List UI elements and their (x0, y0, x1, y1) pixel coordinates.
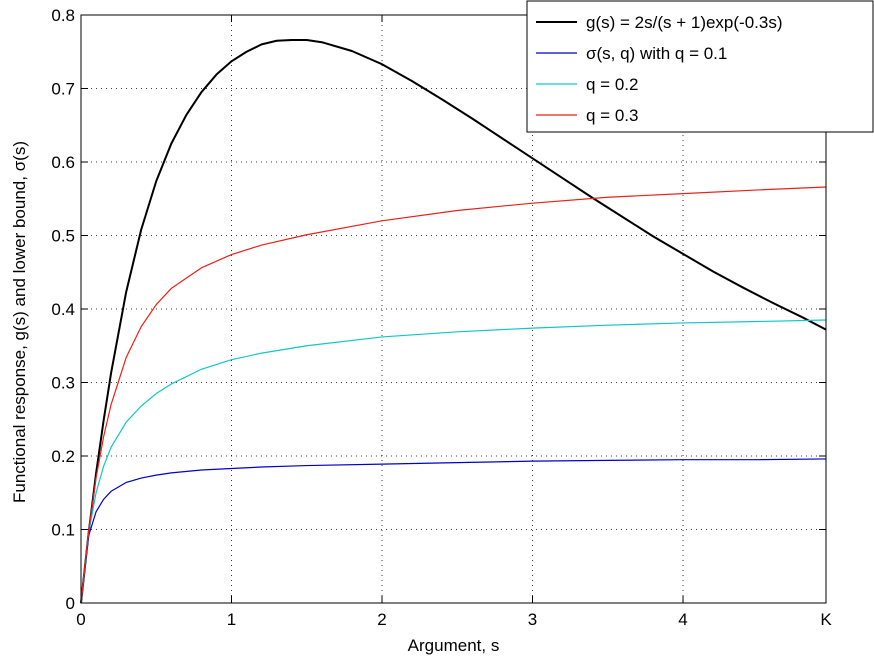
series-line-3 (80, 319, 827, 604)
series-line-4 (80, 186, 827, 604)
y-tick-label: 0.6 (51, 153, 75, 172)
x-tick-label: K (820, 610, 832, 629)
y-tick-label: 0.1 (51, 521, 75, 540)
y-tick-label: 0.2 (51, 447, 75, 466)
legend-label-3: q = 0.2 (586, 75, 638, 94)
x-tick-label: 2 (377, 610, 386, 629)
series-line-1 (80, 38, 827, 604)
y-tick-label: 0.5 (51, 227, 75, 246)
legend-label-4: q = 0.3 (586, 106, 638, 125)
y-tick-label: 0.8 (51, 6, 75, 25)
y-tick-label: 0.4 (51, 300, 75, 319)
y-tick-label: 0.3 (51, 374, 75, 393)
x-tick-label: 1 (227, 610, 236, 629)
y-tick-label: 0 (66, 594, 75, 613)
legend-box (526, 0, 874, 133)
y-axis-label: Functional response, g(s) and lower boun… (10, 141, 29, 503)
x-axis-label: Argument, s (408, 636, 500, 655)
legend: g(s) = 2s/(s + 1)exp(-0.3s) σ(s, q) with … (526, 0, 874, 133)
x-tick-label: 4 (678, 610, 687, 629)
ticks: 0 1 2 3 4 K 0 0.1 0.2 0.3 0.4 0.5 0.6 0.7 0.8 (51, 6, 832, 629)
y-tick-label: 0.7 (51, 80, 75, 99)
x-tick-label: 3 (528, 610, 537, 629)
series-layer (80, 38, 827, 604)
legend-label-1: g(s) = 2s/(s + 1)exp(-0.3s) (586, 13, 783, 32)
series-line-2 (80, 458, 827, 604)
x-tick-label: 0 (76, 610, 85, 629)
legend-label-2: σ(s, q) with q = 0.1 (586, 44, 727, 63)
